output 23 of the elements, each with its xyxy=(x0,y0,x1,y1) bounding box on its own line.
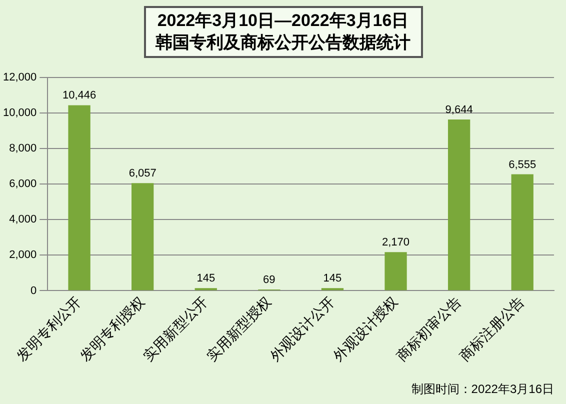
data-label: 9,644 xyxy=(445,104,473,116)
bar xyxy=(68,105,90,290)
data-label: 145 xyxy=(196,272,216,285)
data-label: 145 xyxy=(323,272,342,285)
data-label: 2,170 xyxy=(382,236,410,249)
chart-subtitle: 韩国专利及商标公开公告数据统计 xyxy=(156,32,410,54)
bar xyxy=(448,119,470,290)
y-tick-label: 0 xyxy=(30,284,37,297)
chart-title: 2022年3月10日—2022年3月16日 xyxy=(156,10,410,32)
data-label: 10,446 xyxy=(62,90,96,102)
y-tick-label: 8,000 xyxy=(9,142,37,155)
data-label: 69 xyxy=(263,274,276,286)
bar xyxy=(511,174,534,290)
text: 制图时间：2022年3月16日 xyxy=(411,381,554,398)
data-label: 6,555 xyxy=(508,158,536,171)
bar xyxy=(384,252,407,290)
data-label: 6,057 xyxy=(128,168,156,180)
y-tick-label: 6,000 xyxy=(9,178,37,190)
y-tick-label: 4,000 xyxy=(9,214,37,226)
y-tick-label: 12,000 xyxy=(2,72,37,84)
y-tick-label: 10,000 xyxy=(2,107,37,120)
y-tick-label: 2,000 xyxy=(9,249,37,262)
bar xyxy=(132,183,154,290)
